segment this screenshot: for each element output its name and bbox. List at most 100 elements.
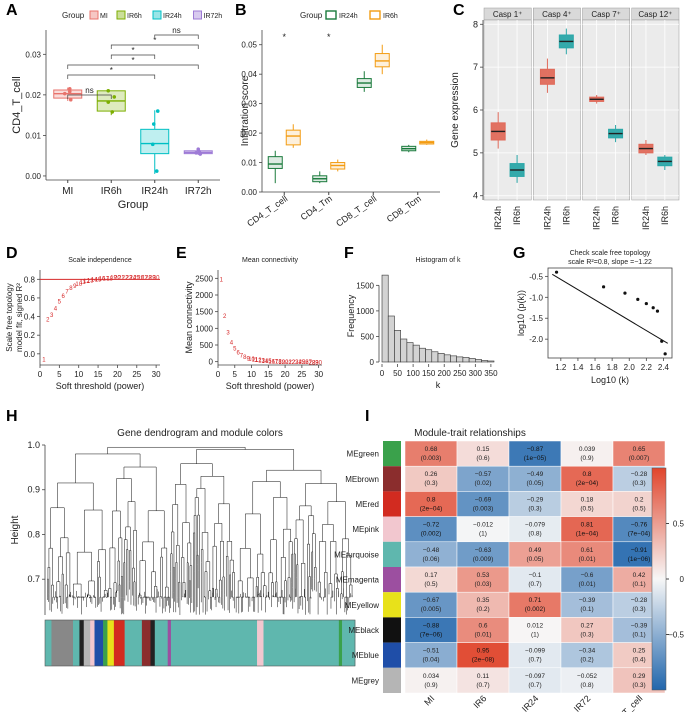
panel-d-point-label: 13: [87, 278, 94, 284]
panel-d-point-label: 24: [130, 276, 137, 282]
panel-b-legend-label: IR24h: [339, 13, 358, 20]
panel-label-f: F: [344, 245, 354, 262]
panel-i-cell-pvalue: (1e−05): [524, 455, 547, 462]
panel-i-cell-value: −0.052: [577, 673, 597, 680]
panel-i-cell-pvalue: (0.9): [580, 455, 593, 462]
panel-d-y-axis-title: model fit, signed R²: [15, 283, 24, 352]
panel-i-cell-pvalue: (0.7): [528, 657, 541, 664]
panel-f-bar: [381, 274, 389, 363]
panel-d-y-tick-label: 0.6: [24, 294, 36, 303]
panel-a-legend-swatch: [193, 10, 202, 20]
panel-d-y-tick-label: 0.4: [24, 313, 36, 322]
panel-f-x-tick-label: 250: [453, 369, 467, 378]
panel-c-facet-label: Casp 1⁺: [493, 10, 523, 19]
panel-i-row-color: [383, 667, 401, 693]
panel-i-cell: [456, 541, 510, 568]
panel-h-y-tick-label: 0.8: [27, 529, 40, 539]
panel-i-cell-value: −0.91: [631, 547, 648, 554]
panel-i-col-label: IR72: [572, 693, 593, 712]
panel-e-y-axis-title: Mean connectivity: [184, 281, 194, 354]
panel-b-y-axis-title: Infiltration score: [240, 75, 251, 146]
panel-e-point-label: 27: [305, 360, 312, 366]
panel-f-x-tick-label: 50: [393, 369, 402, 378]
panel-d-point-label: 27: [141, 276, 148, 282]
panel-i-row-color: [383, 617, 401, 643]
panel-i-cell-value: −0.097: [525, 673, 545, 680]
panel-h-title: Gene dendrogram and module colors: [117, 428, 283, 439]
panel-i-cell-pvalue: (0.1): [632, 631, 645, 638]
panel-i-cell: [560, 465, 614, 492]
panel-i-cell: [612, 440, 666, 467]
panel-i-row-label: MEgrey: [351, 676, 379, 685]
panel-i-row-label: MEgreen: [347, 450, 379, 459]
panel-g-x-tick-label: 1.8: [607, 363, 619, 372]
panel-i-cell-value: 0.034: [423, 673, 440, 680]
panel-f-bar: [450, 355, 457, 363]
panel-i-row-label: MEblack: [348, 626, 380, 635]
panel-f-bar: [431, 351, 439, 363]
panel-c-x-tick-label: IR6h: [561, 206, 571, 225]
panel-i-cell-pvalue: (0.005): [421, 606, 442, 613]
panel-i-col-label: CD4_T_cell: [604, 693, 644, 712]
panel-i-color-legend: [651, 467, 667, 691]
panel-a-legend-swatch: [89, 10, 99, 20]
panel-i-cell-pvalue: (1): [479, 531, 487, 538]
panel-b-y-tick-label: 0.05: [241, 41, 257, 50]
panel-i-cell-value: 0.8: [582, 471, 591, 478]
panel-g-y-tick-label: -1.5: [529, 314, 543, 323]
panel-b-x-tick-label: CD4_Tm: [299, 193, 334, 222]
panel-f-x-tick-label: 200: [438, 369, 452, 378]
panel-i-cell-value: 0.35: [477, 597, 490, 604]
panel-d-point-label: 10: [75, 282, 82, 288]
panel-a-comparison-bracket: [110, 44, 199, 49]
panel-f-bar: [462, 357, 470, 363]
panel-i-cell-pvalue: (2e−04): [420, 505, 443, 512]
panel-i-cell: [508, 541, 562, 568]
panel-e-y-tick-label: 500: [200, 341, 214, 350]
panel-i-cell-pvalue: (0.9): [424, 682, 437, 689]
panel-c-y-tick-label: 8: [473, 19, 478, 29]
panel-e-point-label: 13: [258, 359, 265, 365]
panel-i-cell: [560, 491, 614, 517]
panel-d-point-label: 18: [106, 276, 113, 282]
panel-d-point-label: 5: [58, 300, 62, 306]
panel-g-y-axis-title: log10 (p(k)): [516, 290, 526, 336]
panel-b-y-tick-label: 0.01: [241, 159, 257, 168]
panel-i-cell-value: −0.72: [423, 522, 440, 529]
panel-label-a: A: [6, 2, 18, 19]
panel-e-x-tick-label: 25: [297, 370, 306, 379]
panel-d-x-tick-label: 0: [38, 370, 43, 379]
panel-e-point-label: 14: [262, 359, 269, 365]
panel-g-x-tick-label: 1.2: [555, 363, 567, 372]
panel-g-point: [663, 352, 667, 356]
panel-i-cell-value: −0.012: [473, 522, 493, 529]
panel-h-module-color: [113, 620, 125, 666]
panel-e-point-label: 29: [312, 360, 319, 366]
panel-i-cell: [456, 516, 510, 543]
panel-f-y-tick-label: 1000: [356, 307, 374, 316]
panel-d-x-tick-label: 10: [74, 370, 83, 379]
panel-f-x-tick-label: 350: [484, 369, 498, 378]
panel-i-cell-pvalue: (0.3): [632, 682, 645, 689]
panel-i-cell: [404, 642, 458, 669]
panel-h-module-color: [51, 620, 74, 666]
panel-a-legend-label: IR72h: [204, 13, 223, 20]
panel-i-cell-pvalue: (1e−04): [576, 531, 599, 538]
panel-i-cell-value: 0.81: [581, 522, 594, 529]
panel-i-cell-pvalue: (0.007): [629, 455, 650, 462]
panel-e-y-tick-label: 2500: [195, 274, 213, 283]
panel-e-point-label: 20: [282, 360, 289, 366]
panel-d-point-label: 4: [54, 306, 58, 312]
panel-b-x-tick-label: CD4_T_cell: [245, 193, 289, 228]
panel-i-cell-pvalue: (0.01): [475, 631, 492, 638]
panel-i-cell-pvalue: (0.1): [632, 581, 645, 588]
panel-i-cell-value: 0.25: [633, 648, 646, 655]
panel-h-module-color: [338, 620, 343, 666]
panel-g-x-axis-title: Log10 (k): [591, 375, 629, 385]
panel-d-point-label: 6: [62, 294, 66, 300]
panel-d-point-label: 12: [83, 279, 90, 285]
panel-label-g: G: [513, 245, 526, 262]
panel-a-y-tick-label: 0.03: [25, 50, 41, 59]
panel-e-point-label: 5: [233, 347, 237, 353]
panel-i-cell-value: 0.53: [477, 572, 490, 579]
